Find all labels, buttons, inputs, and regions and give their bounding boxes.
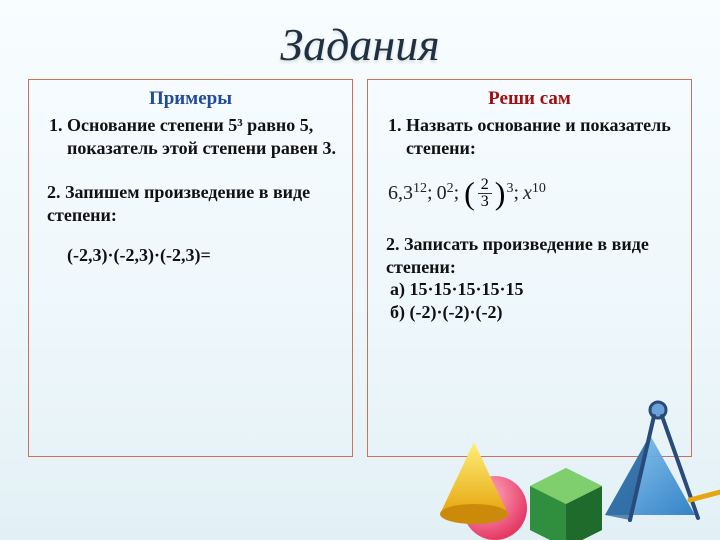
examples-heading: Примеры bbox=[39, 88, 342, 110]
examples-item-2-expr: (-2,3)·(-2,3)·(-2,3)= bbox=[39, 244, 342, 267]
expr-a-base: 6,3 bbox=[388, 182, 413, 205]
expr-d-exp: 10 bbox=[532, 181, 546, 196]
page-title: Задания bbox=[0, 0, 720, 79]
lparen-icon: ( bbox=[463, 173, 476, 213]
solve-item-2a: а) 15·15·15·15·15 bbox=[378, 278, 681, 301]
examples-item-2-lead: 2. Запишем произведение в виде степени: bbox=[39, 181, 342, 226]
expr-c-den: 3 bbox=[478, 194, 492, 210]
sep-3: ; bbox=[513, 182, 519, 205]
sep-2: ; bbox=[454, 182, 460, 205]
sep-1: ; bbox=[427, 182, 433, 205]
solve-box: Реши сам Назвать основание и показатель … bbox=[367, 79, 692, 457]
solve-item-2b: б) (-2)·(-2)·(-2) bbox=[378, 301, 681, 324]
solve-item-1: Назвать основание и показатель степени: bbox=[406, 114, 681, 159]
expr-b-base: 0 bbox=[437, 182, 447, 205]
examples-box: Примеры Основание степени 5³ равно 5, по… bbox=[28, 79, 353, 457]
solve-item-2-lead: 2. Записать произведение в виде степени: bbox=[378, 233, 681, 278]
examples-item-1: Основание степени 5³ равно 5, показатель… bbox=[67, 114, 342, 159]
solve-list: Назвать основание и показатель степени: bbox=[378, 114, 681, 159]
examples-list: Основание степени 5³ равно 5, показатель… bbox=[39, 114, 342, 159]
expr-b-exp: 2 bbox=[447, 181, 454, 196]
expr-c-num: 2 bbox=[478, 177, 492, 194]
expr-c-frac: 23 bbox=[478, 177, 492, 210]
content-columns: Примеры Основание степени 5³ равно 5, по… bbox=[0, 79, 720, 457]
rparen-icon: ) bbox=[494, 173, 507, 213]
expr-a-exp: 12 bbox=[413, 181, 427, 196]
expr-d-base: x bbox=[523, 182, 532, 205]
solve-heading: Реши сам bbox=[378, 88, 681, 110]
expr-c-exp: 3 bbox=[506, 181, 513, 196]
math-expressions: 6,312; 02; (23)3; x10 bbox=[388, 173, 681, 225]
